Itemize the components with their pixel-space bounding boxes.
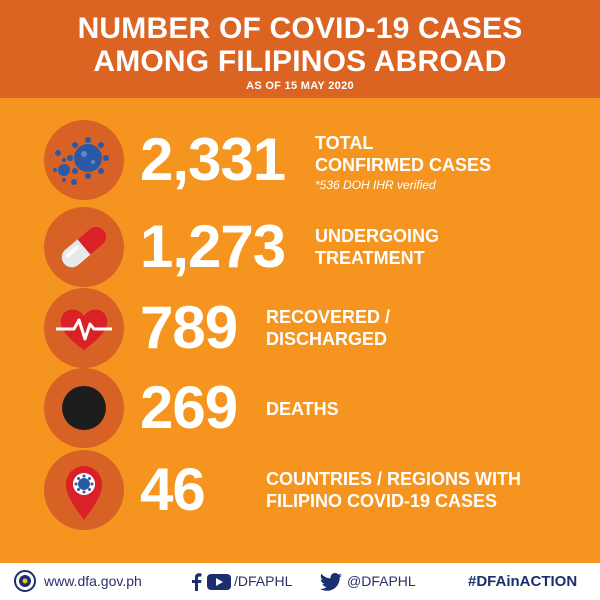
- stat-row-undergoing-treatment: 1,273 UNDERGOING TREATMENT: [0, 207, 600, 287]
- undergoing-treatment-value: 1,273: [140, 213, 286, 280]
- deaths-label: DEATHS: [266, 399, 339, 419]
- recovered-label: RECOVERED / DISCHARGED: [266, 306, 390, 350]
- recovered-value: 789: [140, 294, 238, 361]
- footer-bar: www.dfa.gov.ph /DFAPHL @DFAPHL #DFAinACT…: [0, 563, 600, 600]
- title-line-2: AMONG FILIPINOS ABROAD: [93, 45, 507, 78]
- countries-value: 46: [140, 456, 206, 523]
- undergoing-treatment-label-line1: UNDERGOING: [315, 226, 440, 246]
- doh-verified-note: *536 DOH IHR verified: [315, 178, 436, 192]
- header-banner: NUMBER OF COVID-19 CASES AMONG FILIPINOS…: [0, 0, 600, 98]
- undergoing-treatment-label-line2: TREATMENT: [315, 248, 425, 268]
- recovered-label-line1: RECOVERED /: [266, 307, 391, 327]
- stat-row-total-confirmed: 2,331 TOTAL CONFIRMED CASES *536 DOH IHR…: [0, 120, 600, 200]
- location-pin-virus-icon: [44, 450, 124, 530]
- total-confirmed-label-line1: TOTAL: [315, 133, 374, 153]
- countries-label: COUNTRIES / REGIONS WITH FILIPINO COVID-…: [266, 468, 521, 512]
- stat-row-deaths: 269 DEATHS: [0, 368, 600, 448]
- total-confirmed-label: TOTAL CONFIRMED CASES: [315, 132, 491, 176]
- page-title: NUMBER OF COVID-19 CASES AMONG FILIPINOS…: [0, 0, 600, 78]
- hashtag-label[interactable]: #DFAinACTION: [468, 573, 578, 590]
- virus-icon: [44, 120, 124, 200]
- undergoing-treatment-label: UNDERGOING TREATMENT: [315, 225, 439, 269]
- youtube-icon[interactable]: [207, 573, 231, 591]
- recovered-label-line2: DISCHARGED: [266, 329, 388, 349]
- twitter-handle[interactable]: @DFAPHL: [347, 573, 416, 589]
- countries-label-line2: FILIPINO COVID-19 CASES: [266, 491, 498, 511]
- facebook-youtube-handle[interactable]: /DFAPHL: [234, 573, 293, 589]
- stat-row-countries: 46 COUNTRIES / REGIONS WITH FILIPINO COV…: [0, 450, 600, 530]
- as-of-date: AS OF 15 MAY 2020: [246, 80, 354, 92]
- deaths-value: 269: [140, 374, 238, 441]
- website-link[interactable]: www.dfa.gov.ph: [44, 573, 142, 589]
- heartbeat-icon: [44, 288, 124, 368]
- capsule-icon: [44, 207, 124, 287]
- dfa-seal-icon: [14, 570, 36, 592]
- total-confirmed-label-line2: CONFIRMED CASES: [315, 155, 492, 175]
- stat-row-recovered: 789 RECOVERED / DISCHARGED: [0, 288, 600, 368]
- countries-label-line1: COUNTRIES / REGIONS WITH: [266, 469, 522, 489]
- total-confirmed-value: 2,331: [140, 126, 286, 193]
- twitter-icon[interactable]: [320, 573, 342, 591]
- title-line-1: NUMBER OF COVID-19 CASES: [77, 12, 523, 45]
- black-dot-icon: [44, 368, 124, 448]
- facebook-icon[interactable]: [190, 573, 202, 591]
